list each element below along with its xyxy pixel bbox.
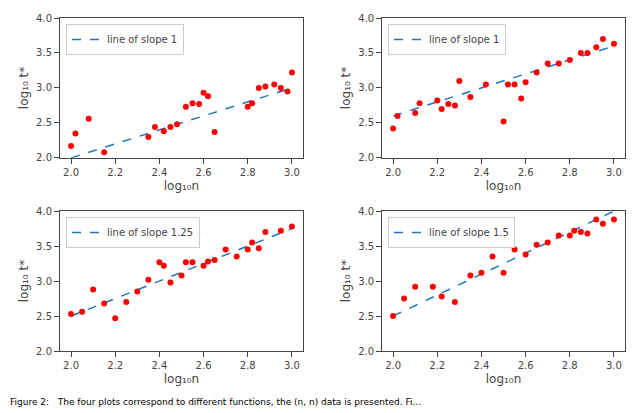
svg-text:4.0: 4.0 [36, 13, 52, 24]
svg-text:2.6: 2.6 [196, 360, 212, 371]
svg-text:line of slope 1: line of slope 1 [107, 34, 177, 45]
svg-text:2.5: 2.5 [36, 311, 52, 322]
svg-text:log₁₀ t*: log₁₀ t* [339, 260, 353, 302]
svg-text:3.0: 3.0 [358, 82, 374, 93]
svg-text:log₁₀ t*: log₁₀ t* [17, 67, 31, 109]
svg-text:2.4: 2.4 [151, 167, 167, 178]
svg-text:2.0: 2.0 [385, 360, 401, 371]
svg-text:2.4: 2.4 [473, 167, 489, 178]
svg-text:log₁₀n: log₁₀n [164, 372, 200, 386]
svg-text:4.0: 4.0 [358, 206, 374, 217]
svg-text:2.5: 2.5 [358, 117, 374, 128]
svg-text:3.5: 3.5 [36, 47, 52, 58]
svg-text:log₁₀ t*: log₁₀ t* [339, 67, 353, 109]
svg-text:3.0: 3.0 [358, 276, 374, 287]
svg-text:3.5: 3.5 [358, 241, 374, 252]
svg-text:4.0: 4.0 [358, 13, 374, 24]
svg-text:line of slope 1.25: line of slope 1.25 [107, 227, 193, 238]
svg-text:3.0: 3.0 [36, 82, 52, 93]
svg-text:2.0: 2.0 [358, 346, 374, 357]
svg-text:3.0: 3.0 [284, 167, 300, 178]
svg-text:log₁₀n: log₁₀n [486, 179, 522, 193]
svg-text:3.5: 3.5 [36, 241, 52, 252]
svg-text:3.0: 3.0 [36, 276, 52, 287]
svg-text:2.8: 2.8 [240, 167, 256, 178]
svg-text:2.6: 2.6 [518, 360, 534, 371]
svg-text:2.4: 2.4 [151, 360, 167, 371]
svg-text:2.0: 2.0 [63, 167, 79, 178]
svg-text:2.4: 2.4 [473, 360, 489, 371]
svg-text:3.0: 3.0 [606, 360, 622, 371]
svg-text:4.0: 4.0 [36, 206, 52, 217]
svg-text:2.2: 2.2 [107, 360, 123, 371]
svg-text:Figure 2: The four plots cor: Figure 2: The four plots correspond to d… [10, 397, 421, 407]
svg-text:2.0: 2.0 [36, 346, 52, 357]
svg-text:log₁₀n: log₁₀n [164, 179, 200, 193]
svg-text:2.6: 2.6 [196, 167, 212, 178]
svg-text:line of slope 1.5: line of slope 1.5 [429, 227, 509, 238]
svg-text:2.2: 2.2 [429, 167, 445, 178]
svg-text:2.8: 2.8 [562, 167, 578, 178]
svg-text:2.6: 2.6 [518, 167, 534, 178]
svg-text:2.0: 2.0 [385, 167, 401, 178]
svg-text:3.5: 3.5 [358, 47, 374, 58]
svg-text:2.5: 2.5 [358, 311, 374, 322]
svg-text:2.2: 2.2 [429, 360, 445, 371]
svg-text:log₁₀n: log₁₀n [486, 372, 522, 386]
svg-text:3.0: 3.0 [284, 360, 300, 371]
svg-text:2.5: 2.5 [36, 117, 52, 128]
svg-text:log₁₀ t*: log₁₀ t* [17, 260, 31, 302]
svg-text:2.8: 2.8 [240, 360, 256, 371]
svg-text:2.0: 2.0 [36, 152, 52, 163]
svg-text:2.8: 2.8 [562, 360, 578, 371]
svg-text:2.0: 2.0 [358, 152, 374, 163]
svg-text:3.0: 3.0 [606, 167, 622, 178]
svg-text:2.0: 2.0 [63, 360, 79, 371]
svg-text:2.2: 2.2 [107, 167, 123, 178]
svg-text:line of slope 1: line of slope 1 [429, 34, 499, 45]
